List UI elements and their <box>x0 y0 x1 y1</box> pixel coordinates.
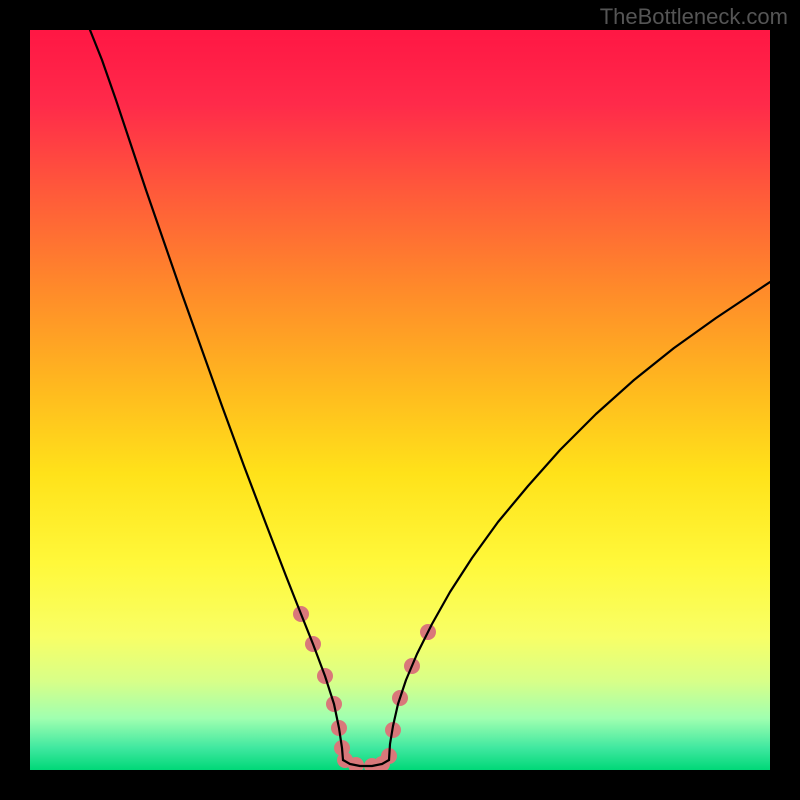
curve-left-branch <box>90 30 343 760</box>
watermark-label: TheBottleneck.com <box>600 4 788 30</box>
curve-right-branch <box>389 282 770 760</box>
chart-plot-area <box>30 30 770 770</box>
chart-curve-layer <box>30 30 770 770</box>
chart-markers <box>293 606 436 770</box>
